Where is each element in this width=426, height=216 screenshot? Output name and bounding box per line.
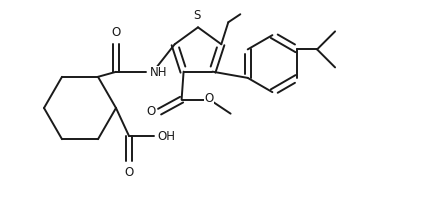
Text: NH: NH <box>150 66 167 79</box>
Text: O: O <box>204 92 213 105</box>
Text: O: O <box>124 166 133 179</box>
Text: O: O <box>111 26 120 39</box>
Text: OH: OH <box>157 130 175 143</box>
Text: S: S <box>193 9 200 22</box>
Text: O: O <box>146 105 155 118</box>
